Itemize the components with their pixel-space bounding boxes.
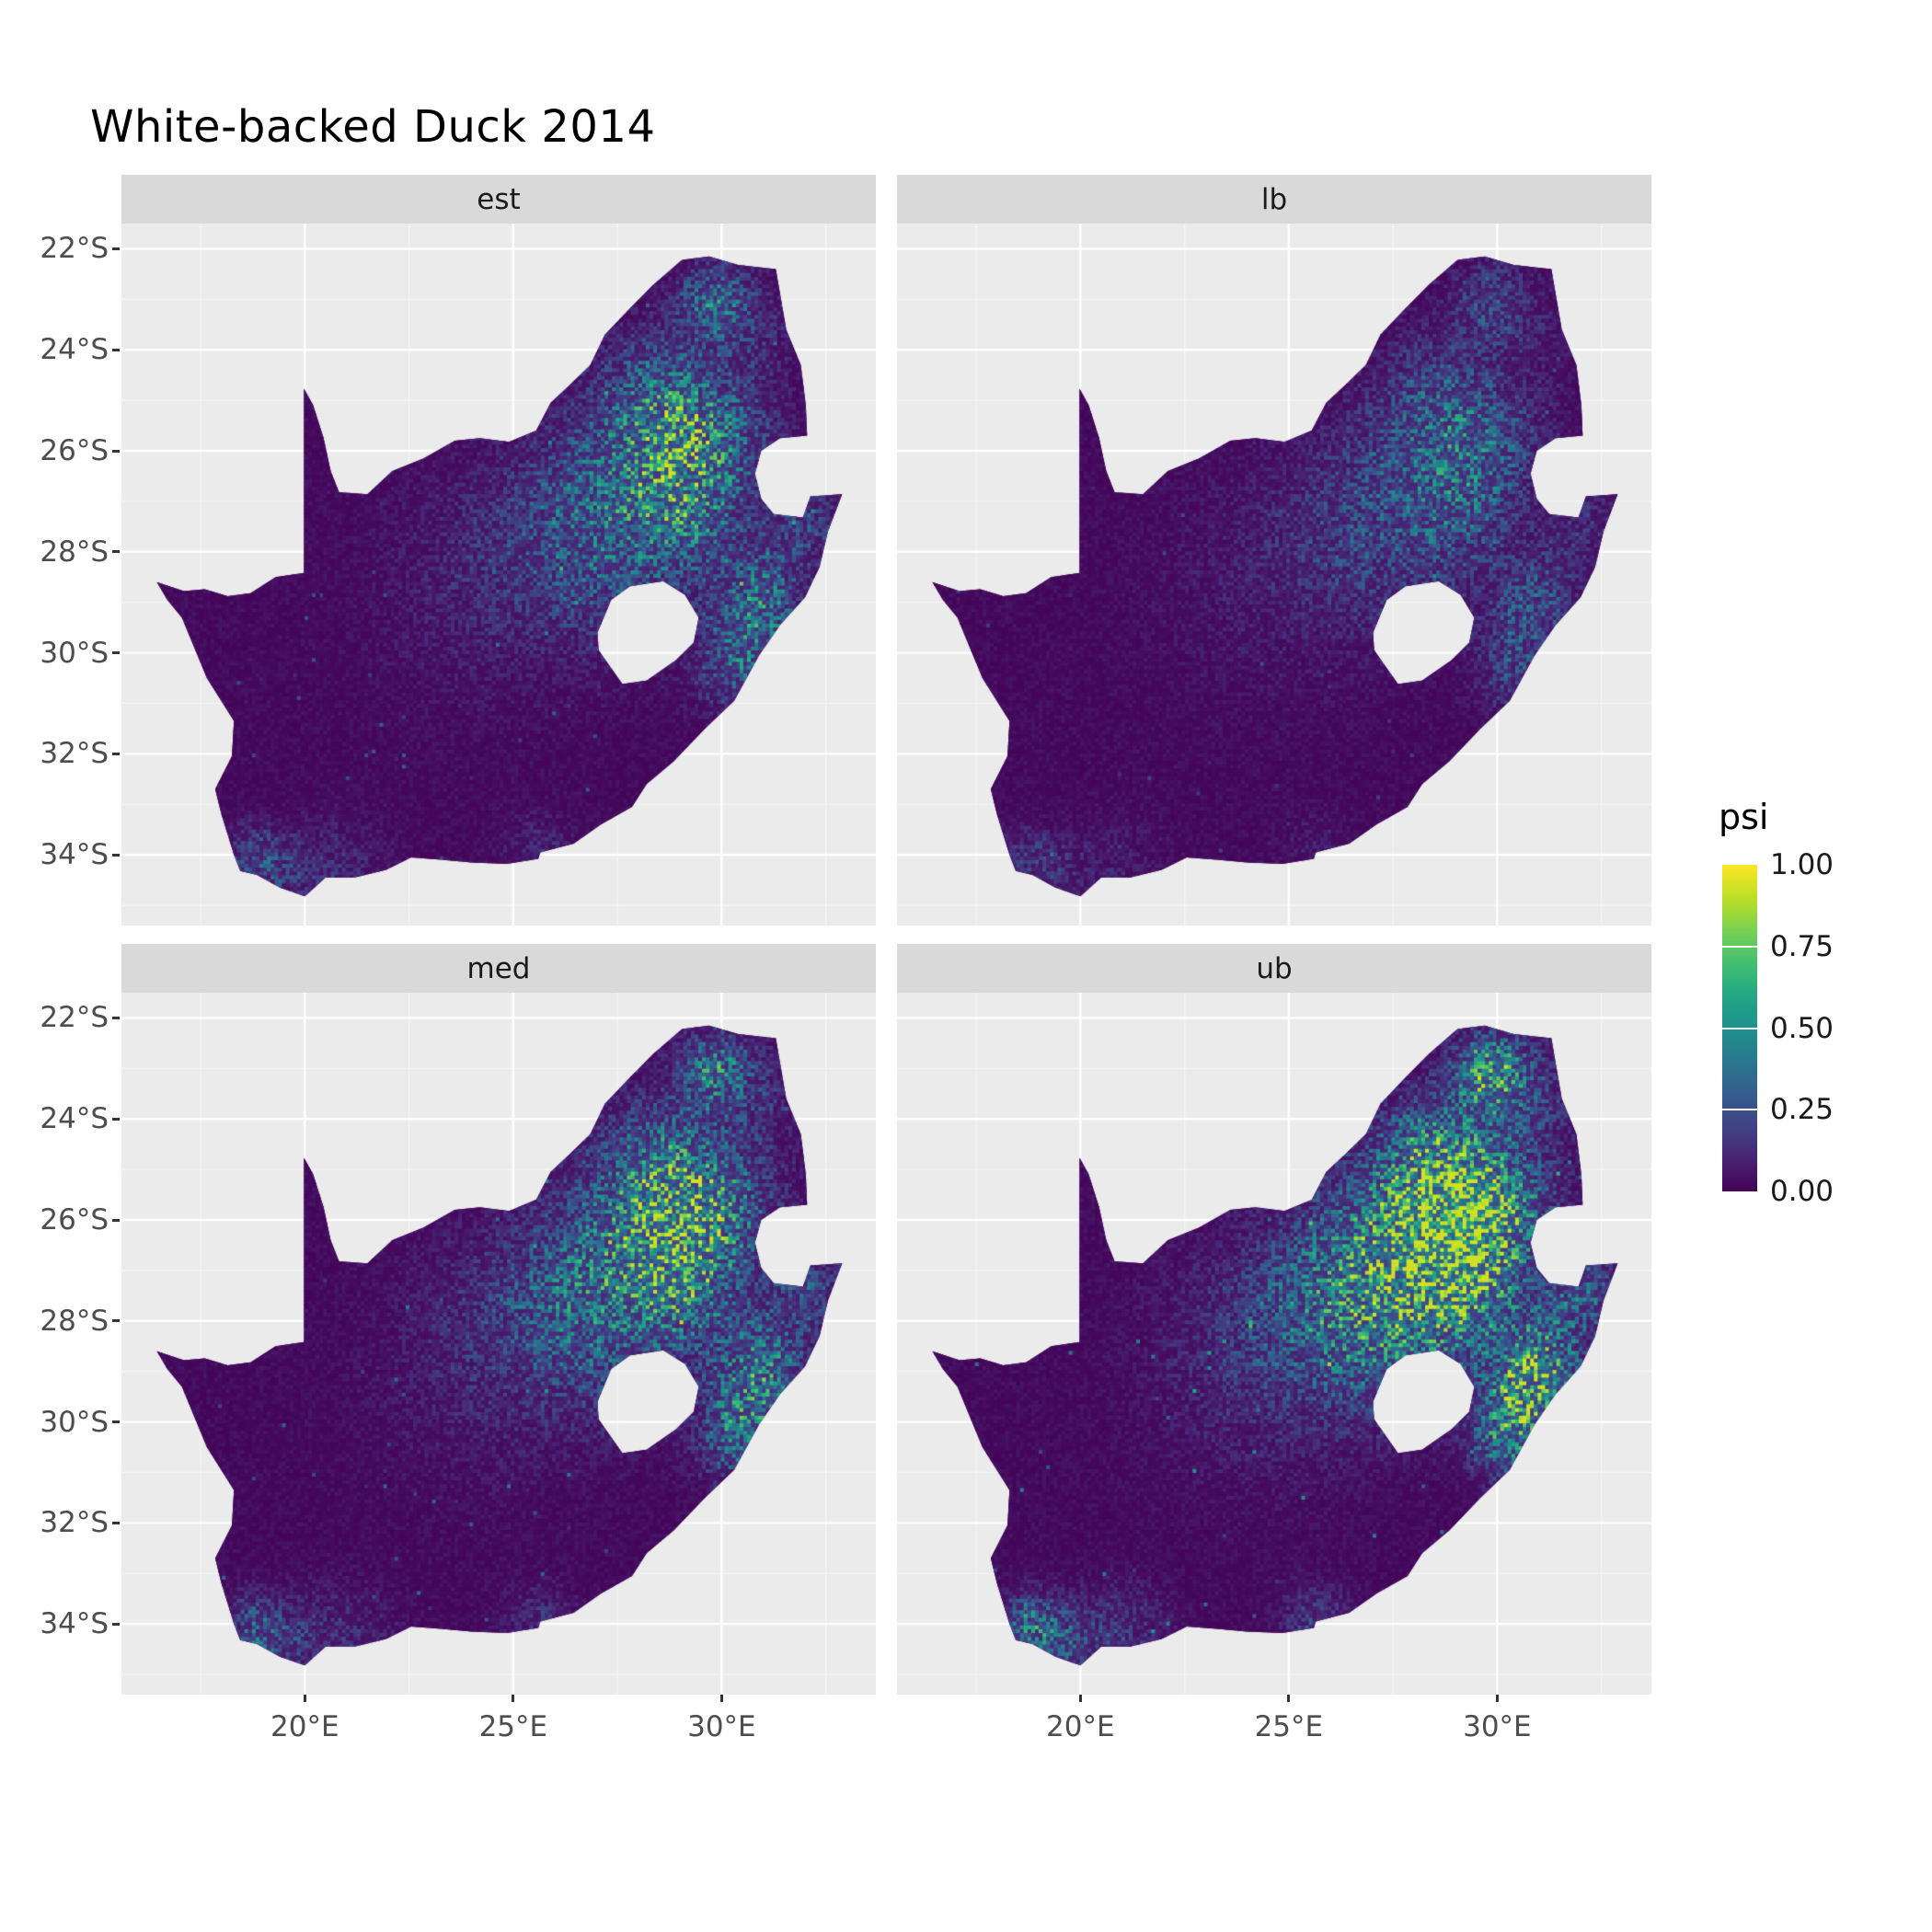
y-tick-label: 32°S [40,1506,109,1540]
y-tick-label: 34°S [40,1607,109,1641]
chart-title: White-backed Duck 2014 [90,101,656,153]
y-tick-mark [112,752,120,755]
y-tick-mark [112,449,120,453]
map-panel-med [121,993,876,1695]
legend-tick-mark [1722,1027,1757,1029]
x-tick-label: 30°E [1463,1710,1532,1743]
y-tick-label: 22°S [40,1001,109,1035]
y-tick-mark [112,550,120,554]
facet-strip-ub: ub [897,944,1651,993]
legend-tick-label: 0.50 [1770,1011,1834,1045]
facet-label-est: est [477,182,521,216]
facet-label-lb: lb [1260,182,1288,216]
y-tick-mark [112,1622,120,1626]
y-tick-mark [112,651,120,655]
y-tick-label: 24°S [40,333,109,367]
x-tick-mark [303,1695,306,1702]
x-tick-mark [1495,1695,1499,1702]
facet-label-med: med [466,951,531,985]
y-tick-mark [112,1521,120,1524]
y-tick-label: 26°S [40,434,109,467]
legend-tick-mark [1722,1109,1757,1111]
y-tick-label: 22°S [40,232,109,266]
facet-strip-est: est [121,175,876,224]
y-tick-mark [112,1420,120,1424]
legend-tick-label: 0.25 [1770,1093,1834,1127]
legend-tick-label: 0.75 [1770,929,1834,963]
y-tick-mark [112,348,120,351]
map-panel-est [121,224,876,926]
y-tick-mark [112,1218,120,1222]
y-tick-label: 24°S [40,1102,109,1136]
x-tick-label: 20°E [1046,1710,1115,1743]
legend-tick-label: 0.00 [1770,1175,1834,1208]
x-tick-label: 30°E [687,1710,756,1743]
x-tick-mark [1287,1695,1291,1702]
x-tick-label: 25°E [1254,1710,1324,1743]
y-tick-label: 28°S [40,1304,109,1338]
y-tick-label: 34°S [40,838,109,872]
facet-strip-lb: lb [897,175,1651,224]
map-panel-lb [897,224,1651,926]
facet-strip-med: med [121,944,876,993]
y-tick-label: 32°S [40,737,109,771]
x-tick-mark [1078,1695,1082,1702]
x-tick-mark [512,1695,515,1702]
map-panel-ub [897,993,1651,1695]
facet-label-ub: ub [1256,951,1293,985]
y-tick-mark [112,1016,120,1019]
legend-tick-label: 1.00 [1770,848,1834,881]
x-tick-label: 20°E [270,1710,339,1743]
y-tick-mark [112,853,120,857]
y-tick-label: 30°S [40,636,109,670]
x-tick-mark [719,1695,723,1702]
y-tick-label: 26°S [40,1203,109,1236]
y-tick-label: 30°S [40,1405,109,1439]
legend-tick-mark [1722,945,1757,948]
y-tick-mark [112,1319,120,1323]
y-tick-mark [112,247,120,250]
y-tick-label: 28°S [40,535,109,569]
x-tick-label: 25°E [478,1710,548,1743]
legend-title: psi [1719,797,1769,837]
y-tick-mark [112,1117,120,1121]
